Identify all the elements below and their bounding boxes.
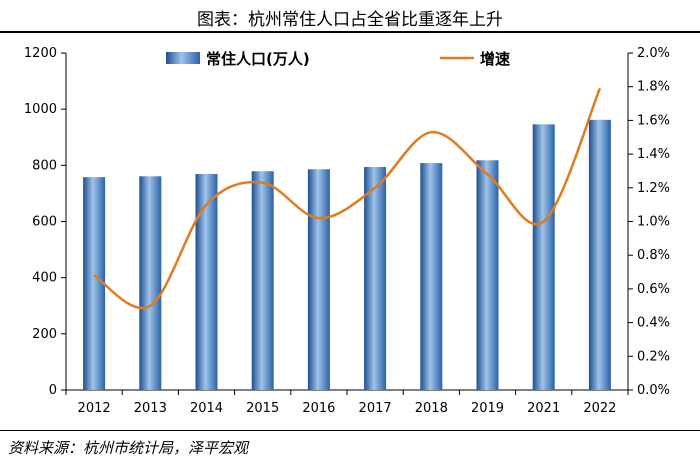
bar bbox=[532, 124, 555, 390]
legend-line-label: 增速 bbox=[480, 50, 510, 68]
y-left-tick-label: 1000 bbox=[24, 102, 57, 117]
y-right-tick-label: 0.2% bbox=[637, 349, 670, 364]
y-left-tick-label: 400 bbox=[32, 271, 57, 286]
x-tick-label: 2015 bbox=[246, 401, 279, 416]
axes: 0 200 400 600 800 1000 1200 0.0% 0.2% 0.4% 0.6% 0.8… bbox=[24, 46, 670, 416]
y-right-tick-label: 1.8% bbox=[637, 80, 670, 95]
source-rule bbox=[0, 430, 700, 431]
bar bbox=[195, 174, 218, 390]
bar bbox=[251, 171, 274, 390]
x-tick-label: 2019 bbox=[471, 401, 504, 416]
bar bbox=[139, 176, 162, 390]
y-right-tick-label: 1.6% bbox=[637, 113, 670, 128]
y-right-tick-label: 1.4% bbox=[637, 147, 670, 162]
x-tick-label: 2017 bbox=[359, 401, 392, 416]
x-tick-label: 2016 bbox=[302, 401, 335, 416]
y-left-tick-label: 1200 bbox=[24, 46, 57, 61]
x-tick-label: 2018 bbox=[415, 401, 448, 416]
source-note: 资料来源：杭州市统计局，泽平宏观 bbox=[8, 439, 249, 457]
y-right-tick-label: 1.2% bbox=[637, 181, 670, 196]
y-right-tick-label: 0.8% bbox=[637, 248, 670, 263]
legend-bar-label: 常住人口(万人) bbox=[206, 50, 310, 68]
y-right-tick-label: 0.0% bbox=[637, 383, 670, 398]
y-right-tick-label: 0.6% bbox=[637, 282, 670, 297]
bar bbox=[364, 167, 387, 390]
x-tick-label: 2014 bbox=[190, 401, 223, 416]
bar bbox=[588, 119, 611, 391]
y-right-tick-label: 0.4% bbox=[637, 316, 670, 331]
x-tick-label: 2012 bbox=[78, 401, 111, 416]
x-tick-label: 2022 bbox=[583, 401, 616, 416]
y-left-tick-label: 200 bbox=[32, 327, 57, 342]
x-tick-label: 2021 bbox=[527, 401, 560, 416]
bar bbox=[420, 163, 443, 390]
legend-bar-swatch bbox=[166, 52, 200, 64]
combo-chart: 0 200 400 600 800 1000 1200 0.0% 0.2% 0.4% 0.6% 0.8… bbox=[24, 46, 670, 416]
bar bbox=[307, 169, 330, 390]
bar bbox=[476, 160, 499, 390]
y-left-tick-label: 600 bbox=[32, 215, 57, 230]
legend: 常住人口(万人) 增速 bbox=[166, 50, 510, 68]
line-series bbox=[93, 87, 602, 310]
title-rule bbox=[0, 31, 700, 33]
x-tick-label: 2013 bbox=[134, 401, 167, 416]
chart-title: 图表：杭州常住人口占全省比重逐年上升 bbox=[197, 10, 503, 30]
line-path bbox=[93, 87, 602, 310]
bar-series bbox=[83, 119, 611, 391]
y-right-tick-label: 2.0% bbox=[637, 46, 670, 61]
bar bbox=[83, 177, 106, 390]
y-left-tick-label: 0 bbox=[49, 383, 57, 398]
y-left-tick-label: 800 bbox=[32, 158, 57, 173]
y-right-tick-label: 1.0% bbox=[637, 215, 670, 230]
